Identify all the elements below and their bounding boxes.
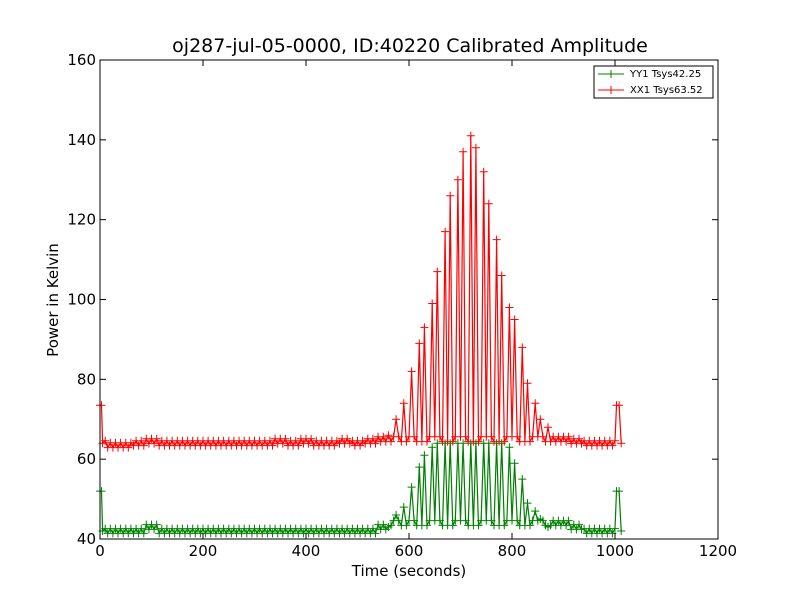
legend-label-xx1: XX1 Tsys63.52 [630,85,703,96]
series-markers [96,439,626,538]
legend-marker-xx1 [607,86,615,94]
series-markers [96,131,626,452]
series-1 [96,131,626,452]
y-tick-label: 40 [77,530,96,548]
y-tick-label: 160 [67,51,96,69]
x-tick-label: 400 [292,542,321,560]
x-axis: 0 200 400 600 800 1000 1200 [95,60,737,560]
x-tick-label: 0 [95,542,105,560]
x-axis-label: Time (seconds) [351,562,467,580]
x-tick-label: 200 [189,542,218,560]
series-line [100,135,622,450]
y-axis-label: Power in Kelvin [44,243,62,357]
x-tick-label: 800 [498,542,527,560]
y-axis: 40 60 80 100 120 140 160 [67,51,718,548]
x-tick-label: 1000 [596,542,634,560]
x-tick-label: 1200 [699,542,737,560]
x-tick-label: 600 [395,542,424,560]
legend-box [593,65,714,99]
chart-title: oj287-jul-05-0000, ID:40220 Calibrated A… [172,35,648,57]
legend-marker-yy1 [607,70,615,78]
y-tick-label: 120 [67,211,96,229]
legend-label-yy1: YY1 Tsys42.25 [629,69,701,80]
y-tick-label: 60 [77,450,96,468]
y-tick-label: 100 [67,291,96,309]
legend: YY1 Tsys42.25 XX1 Tsys63.52 [593,65,714,99]
y-tick-label: 140 [67,131,96,149]
y-tick-label: 80 [77,370,96,388]
series-0 [96,439,626,538]
plot-lines [96,131,626,538]
legend-item-xx1: XX1 Tsys63.52 [598,85,703,96]
legend-item-yy1: YY1 Tsys42.25 [598,69,701,80]
plot-frame [99,59,719,540]
